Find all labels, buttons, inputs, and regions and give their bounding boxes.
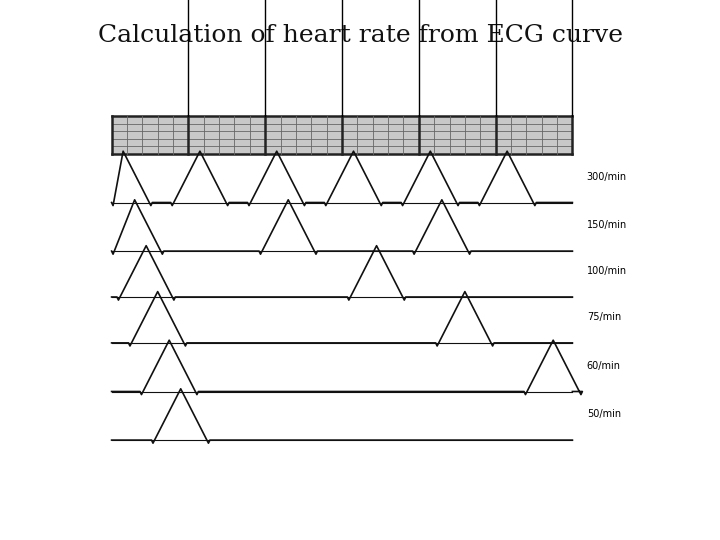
Text: 50/min: 50/min [587, 409, 621, 420]
Text: 75/min: 75/min [587, 312, 621, 322]
Text: 100/min: 100/min [587, 266, 627, 276]
Text: 300/min: 300/min [587, 172, 627, 182]
Text: Calculation of heart rate from ECG curve: Calculation of heart rate from ECG curve [97, 24, 623, 46]
Text: 60/min: 60/min [587, 361, 621, 371]
Text: 150/min: 150/min [587, 220, 627, 231]
Bar [112, 116, 572, 154]
